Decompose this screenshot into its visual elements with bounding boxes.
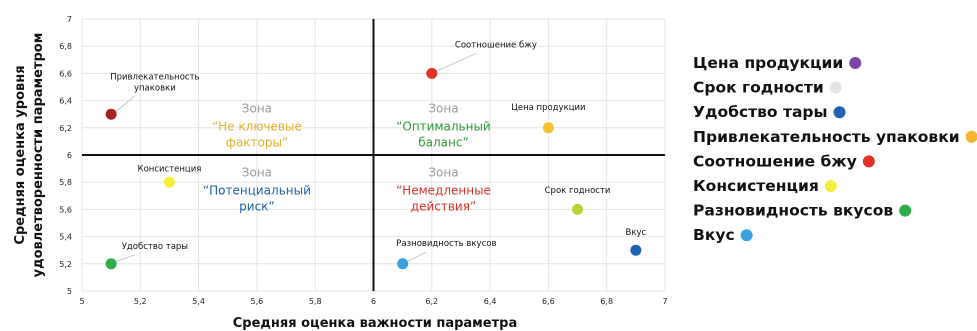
point-label-line: упаковки bbox=[134, 84, 176, 94]
leader-lines bbox=[114, 53, 477, 263]
legend-item: Привлекательность упаковки bbox=[693, 128, 977, 146]
leader-line bbox=[435, 53, 477, 72]
y-axis-title: Средняя оценка уровня удовлетворенности … bbox=[13, 33, 46, 278]
zone-heading: Зона bbox=[428, 102, 458, 116]
y-tick-label: 5,2 bbox=[59, 260, 72, 269]
zone-heading: Зона bbox=[428, 165, 458, 179]
data-point bbox=[105, 108, 117, 120]
data-points bbox=[105, 67, 642, 270]
y-tick-label: 6,6 bbox=[59, 69, 72, 78]
legend-label: Консистенция bbox=[693, 177, 819, 195]
y-axis-title-line-2: удовлетворенности параметром bbox=[31, 33, 46, 278]
zone-title-line: “Немедленные bbox=[396, 183, 491, 197]
x-tick-label: 6 bbox=[371, 297, 376, 306]
data-point bbox=[426, 67, 438, 79]
point-label: Срок годности bbox=[545, 186, 611, 196]
legend-label: Вкус bbox=[693, 226, 735, 244]
legend-item: Срок годности bbox=[693, 79, 842, 97]
x-tick-label: 5,4 bbox=[192, 297, 205, 306]
point-label: Соотношение бжу bbox=[455, 41, 537, 51]
point-label-line: Привлекательность bbox=[110, 73, 199, 83]
point-labels: Цена продукции Срок годности Удобство тары… bbox=[110, 41, 646, 252]
y-tick-label: 7 bbox=[67, 15, 72, 24]
legend-label: Цена продукции bbox=[693, 54, 843, 72]
legend-item: Цена продукции bbox=[693, 54, 862, 72]
y-tick-label: 5,6 bbox=[59, 205, 72, 214]
x-tick-label: 6,8 bbox=[600, 297, 613, 306]
point-label: Консистенция bbox=[138, 164, 202, 174]
x-tick-label: 5 bbox=[79, 297, 84, 306]
zone-labels: Зона “Не ключевые факторы” Зона “Оптимальный… bbox=[203, 102, 491, 214]
x-tick-label: 6,2 bbox=[425, 297, 438, 306]
legend-label: Срок годности bbox=[693, 79, 824, 97]
legend-item: Удобство тары bbox=[693, 103, 846, 121]
data-point bbox=[572, 203, 584, 215]
legend-item: Соотношение бжу bbox=[693, 152, 875, 170]
zone-title-line: риск” bbox=[239, 199, 274, 213]
leader-line bbox=[114, 95, 136, 113]
point-label: Цена продукции bbox=[511, 103, 585, 113]
x-tick-label: 5,6 bbox=[251, 297, 264, 306]
legend-item: Консистенция bbox=[693, 177, 837, 195]
x-axis-title: Средняя оценка важности параметра bbox=[233, 316, 517, 331]
y-axis-title-line-1: Средняя оценка уровня bbox=[13, 65, 28, 244]
leader-line bbox=[114, 254, 136, 263]
legend-label: Соотношение бжу bbox=[693, 152, 857, 170]
x-tick-label: 6,4 bbox=[484, 297, 497, 306]
x-tick-label: 6,6 bbox=[542, 297, 555, 306]
point-label: Удобство тары bbox=[122, 242, 188, 252]
leader-line bbox=[406, 251, 427, 263]
y-tick-label: 5,8 bbox=[59, 178, 72, 187]
legend-marker bbox=[829, 81, 842, 94]
data-point bbox=[163, 176, 175, 188]
legend-label: Удобство тары bbox=[693, 103, 828, 121]
legend-marker bbox=[899, 204, 912, 217]
legend-marker bbox=[862, 155, 875, 168]
point-label: Вкус bbox=[626, 228, 647, 238]
legend: Цена продукции Срок годности Удобство тары… bbox=[693, 54, 977, 244]
y-tick-label: 6,2 bbox=[59, 124, 72, 133]
legend-label: Привлекательность упаковки bbox=[693, 128, 960, 146]
y-tick-label: 6 bbox=[67, 151, 72, 160]
zone-heading: Зона bbox=[242, 102, 272, 116]
x-tick-label: 7 bbox=[662, 297, 667, 306]
y-tick-label: 5 bbox=[67, 287, 72, 296]
data-point bbox=[542, 122, 554, 134]
y-tick-label: 6,4 bbox=[59, 97, 72, 106]
legend-marker bbox=[849, 57, 862, 69]
zone-title-line: “Не ключевые bbox=[212, 120, 302, 134]
zone-title-line: “Оптимальный bbox=[396, 120, 491, 134]
x-tick-label: 5,2 bbox=[134, 297, 147, 306]
quadrant-axes bbox=[82, 19, 665, 291]
x-tick-label: 5,8 bbox=[309, 297, 322, 306]
legend-item: Разновидность вкусов bbox=[693, 202, 912, 220]
y-tick-label: 5,4 bbox=[59, 233, 72, 242]
legend-label: Разновидность вкусов bbox=[693, 202, 893, 220]
legend-item: Вкус bbox=[693, 226, 753, 244]
data-point bbox=[630, 244, 642, 256]
y-tick-label: 6,8 bbox=[59, 42, 72, 51]
zone-heading: Зона bbox=[242, 165, 272, 179]
legend-marker bbox=[965, 130, 977, 143]
legend-marker bbox=[833, 106, 846, 119]
legend-marker bbox=[824, 180, 837, 192]
point-label: Разновидность вкусов bbox=[396, 239, 496, 249]
zone-title-line: баланс” bbox=[418, 136, 468, 150]
data-point bbox=[397, 258, 409, 270]
zone-title-line: “Потенциальный bbox=[203, 183, 311, 197]
zone-title-line: действия” bbox=[411, 199, 476, 213]
tick-labels: 5 5,2 5,4 5,6 5,8 6 6,2 6,4 6,6 6,8 7 5 5,2 5,4 5,6 5,8… bbox=[59, 15, 667, 306]
data-point bbox=[105, 258, 117, 270]
legend-marker bbox=[740, 229, 753, 242]
zone-title-line: факторы” bbox=[226, 136, 289, 150]
